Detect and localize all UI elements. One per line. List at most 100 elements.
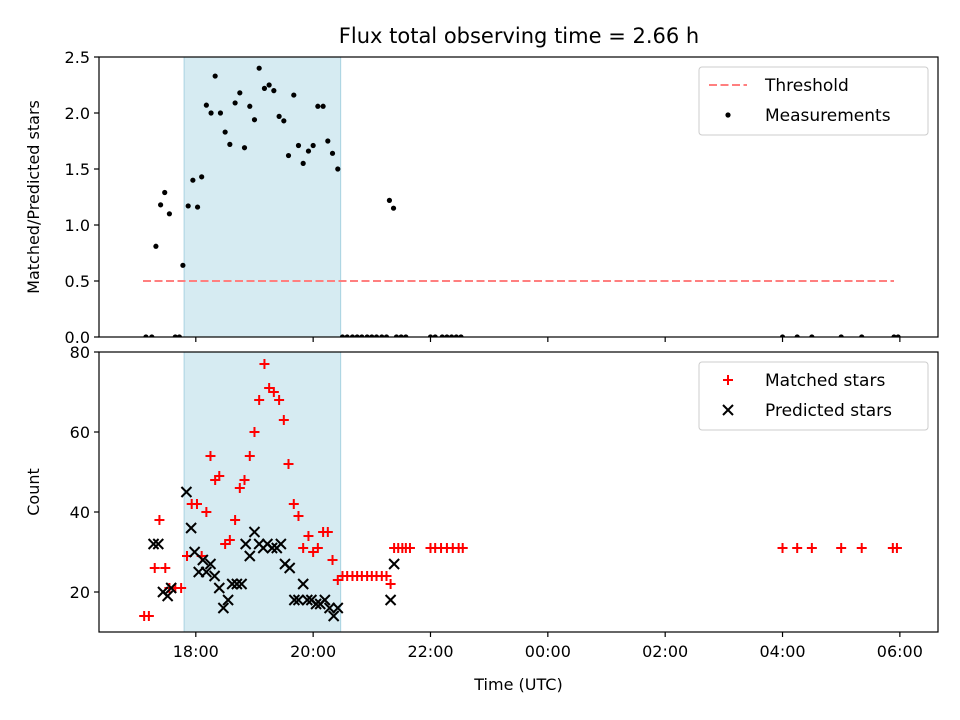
x-tick-label: 22:00 [407, 642, 453, 661]
data-point [344, 334, 350, 337]
data-point [329, 150, 336, 156]
y-tick-label: 60 [70, 423, 90, 442]
data-point [891, 334, 897, 337]
data-point [300, 160, 306, 166]
data-point [226, 578, 238, 590]
data-point [325, 138, 331, 144]
data-point [191, 499, 202, 509]
data-point [427, 334, 434, 337]
data-point [836, 543, 847, 553]
data-point [319, 594, 331, 606]
legend-label: Matched stars [765, 371, 885, 391]
data-point [335, 166, 341, 172]
legend-label: Threshold [764, 76, 849, 96]
x-tick-label: 18:00 [173, 642, 219, 661]
data-point [256, 65, 262, 71]
data-point [339, 334, 346, 337]
legend: Matched stars Predicted stars [698, 361, 929, 431]
data-point [359, 334, 365, 337]
data-point [301, 594, 313, 606]
data-point [403, 334, 409, 337]
data-point [393, 334, 400, 337]
legend-swatch-dot [725, 112, 731, 118]
data-point [158, 202, 164, 208]
data-point [268, 387, 279, 397]
top-panel-ratio: 0.0 0.5 1.0 1.5 2.0 2.5 Matched/Predicted star… [24, 48, 939, 347]
data-point [806, 543, 817, 553]
data-point [379, 334, 385, 337]
data-point [143, 334, 149, 337]
data-point [310, 142, 316, 149]
data-point [369, 334, 375, 337]
data-point [327, 610, 340, 622]
data-point [794, 334, 800, 337]
data-point [398, 334, 404, 337]
data-point [176, 334, 182, 337]
y-tick-label: 20 [70, 583, 90, 602]
data-point [208, 110, 214, 116]
data-point [251, 117, 258, 123]
data-point [381, 571, 392, 581]
data-point [235, 578, 248, 590]
data-point [244, 451, 255, 461]
data-point [432, 334, 438, 337]
data-point [777, 543, 788, 553]
axes-frame [98, 351, 939, 633]
data-point [165, 582, 177, 594]
data-point [197, 554, 209, 566]
data-point [237, 90, 243, 96]
data-point [241, 145, 248, 151]
data-point [388, 558, 400, 570]
data-point [373, 334, 380, 337]
data-point [166, 211, 173, 217]
data-point [190, 177, 196, 183]
data-point [222, 594, 234, 606]
x-tick-label: 04:00 [759, 642, 805, 661]
data-point [214, 471, 225, 481]
data-point [205, 451, 216, 461]
data-point [176, 583, 187, 593]
data-point [194, 204, 201, 210]
y-tick-label: 2.5 [65, 48, 90, 67]
plot-area [139, 359, 902, 622]
data-point [323, 602, 336, 614]
data-point [275, 538, 287, 550]
series-predicted-stars [147, 486, 400, 622]
legend-label: Predicted stars [765, 401, 892, 421]
x-axis-label: Time (UTC) [473, 675, 562, 694]
highlight-span [183, 56, 342, 338]
data-point [384, 594, 397, 606]
x-tick-label: 20:00 [290, 642, 336, 661]
data-point [305, 148, 312, 154]
data-point [298, 543, 309, 553]
plot-area [143, 65, 901, 337]
x-tick-label: 06:00 [877, 642, 923, 661]
data-point [349, 334, 356, 337]
legend: Threshold Measurements [698, 66, 929, 136]
data-point [201, 507, 212, 517]
data-point [185, 522, 197, 534]
data-point [217, 602, 230, 614]
data-point [247, 103, 253, 109]
data-point [208, 570, 221, 582]
data-point [244, 550, 256, 562]
data-point [859, 334, 865, 337]
data-point [274, 395, 285, 405]
data-point [149, 563, 160, 573]
data-point [172, 334, 178, 337]
y-tick-label: 0.0 [65, 328, 90, 347]
data-point [271, 88, 277, 94]
data-point [312, 543, 323, 553]
data-point [779, 334, 786, 337]
data-point [224, 535, 235, 545]
data-point [444, 334, 450, 337]
data-point [404, 543, 415, 553]
series-measurements [143, 65, 901, 337]
data-point [449, 334, 455, 337]
data-point [153, 243, 159, 249]
data-point [838, 334, 844, 337]
data-point [239, 475, 250, 485]
data-point [200, 566, 213, 578]
data-point [792, 543, 803, 553]
